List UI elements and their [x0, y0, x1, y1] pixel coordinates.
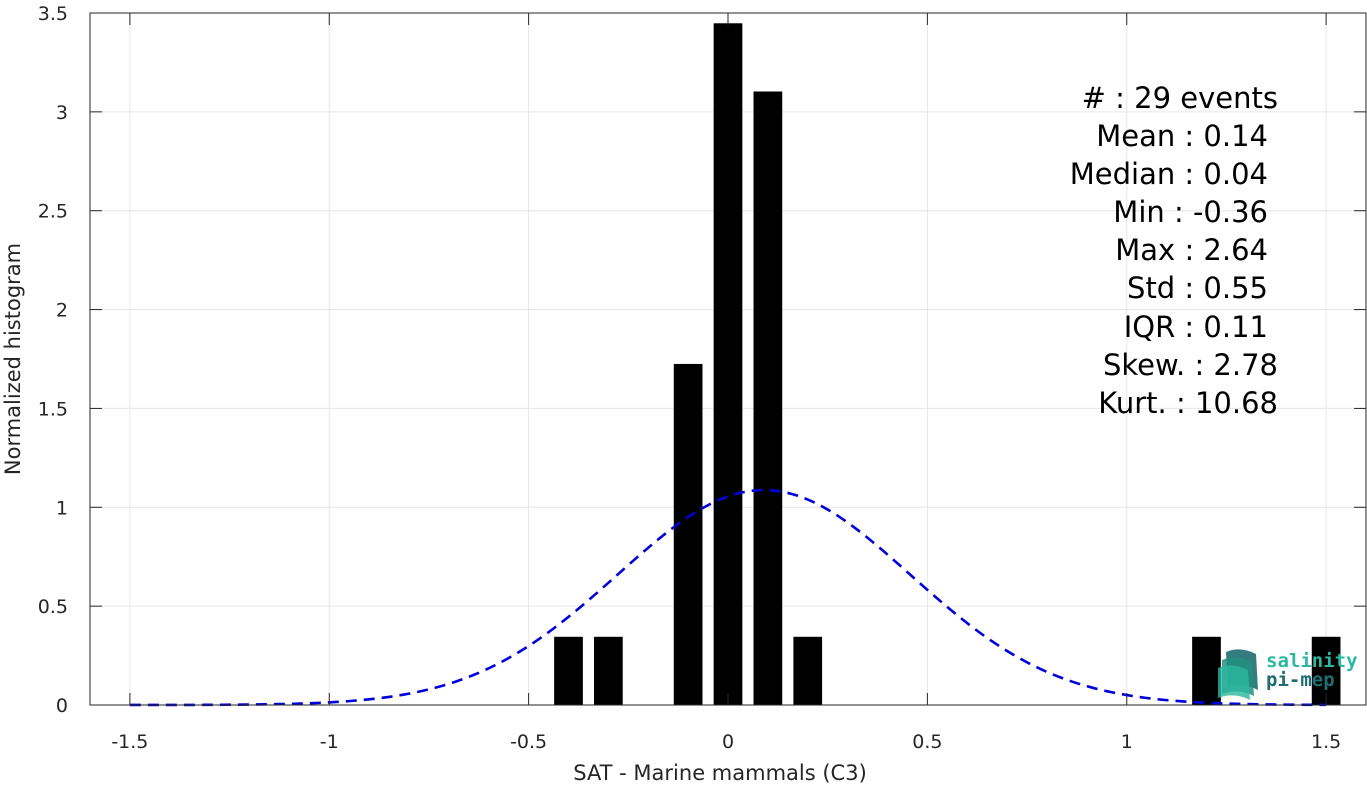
logo-text-salinity: salinity — [1266, 650, 1358, 672]
x-tick-label: -1.5 — [111, 731, 148, 753]
y-tick-label: 0 — [56, 695, 68, 717]
x-tick-label: 0.5 — [912, 731, 942, 753]
y-tick-label: 2 — [56, 300, 68, 322]
stat-kurt: Kurt. : 10.68 — [1098, 386, 1278, 420]
stat-mean: Mean : 0.14 — [1096, 119, 1268, 153]
y-tick-label: 2.5 — [38, 201, 68, 223]
stat-max: Max : 2.64 — [1115, 233, 1268, 267]
y-tick-label: 1.5 — [38, 398, 68, 420]
y-tick-labels: 0 0.5 1 1.5 2 2.5 3 3.5 — [38, 3, 68, 717]
x-tick-label: -1 — [320, 731, 339, 753]
statistics-box: # : 29 events Mean : 0.14 Median : 0.04 … — [1070, 81, 1278, 420]
y-tick-label: 3 — [56, 102, 68, 124]
x-tick-label: 1.5 — [1311, 731, 1341, 753]
x-tick-label: 0 — [722, 731, 734, 753]
histogram-bar — [554, 636, 583, 705]
stat-min: Min : -0.36 — [1113, 195, 1268, 229]
salinity-pimep-logo: salinity pi-mep — [1218, 649, 1358, 700]
y-tick-label: 1 — [56, 497, 68, 519]
x-axis-label: SAT - Marine mammals (C3) — [573, 761, 867, 785]
histogram-bar — [673, 363, 703, 705]
histogram-bar — [1192, 636, 1221, 705]
stat-std: Std : 0.55 — [1127, 271, 1268, 305]
histogram-bar — [753, 91, 783, 706]
stat-iqr: IQR : 0.11 — [1124, 310, 1268, 344]
stat-median: Median : 0.04 — [1070, 157, 1268, 191]
stat-count: # : 29 events — [1082, 81, 1278, 115]
x-tick-labels: -1.5 -1 -0.5 0 0.5 1 1.5 — [111, 731, 1341, 753]
y-tick-label: 0.5 — [38, 596, 68, 618]
x-tick-label: -0.5 — [510, 731, 547, 753]
y-axis-label: Normalized histogram — [1, 243, 25, 475]
logo-waves-icon — [1218, 649, 1258, 700]
histogram-bar — [713, 23, 743, 706]
stat-skew: Skew. : 2.78 — [1103, 348, 1278, 382]
histogram-bar — [793, 636, 823, 705]
histogram-bar — [594, 636, 623, 705]
logo-text-pimep: pi-mep — [1266, 669, 1335, 691]
axis-ticks — [90, 12, 1366, 706]
x-tick-label: 1 — [1121, 731, 1133, 753]
y-tick-label: 3.5 — [38, 3, 68, 25]
